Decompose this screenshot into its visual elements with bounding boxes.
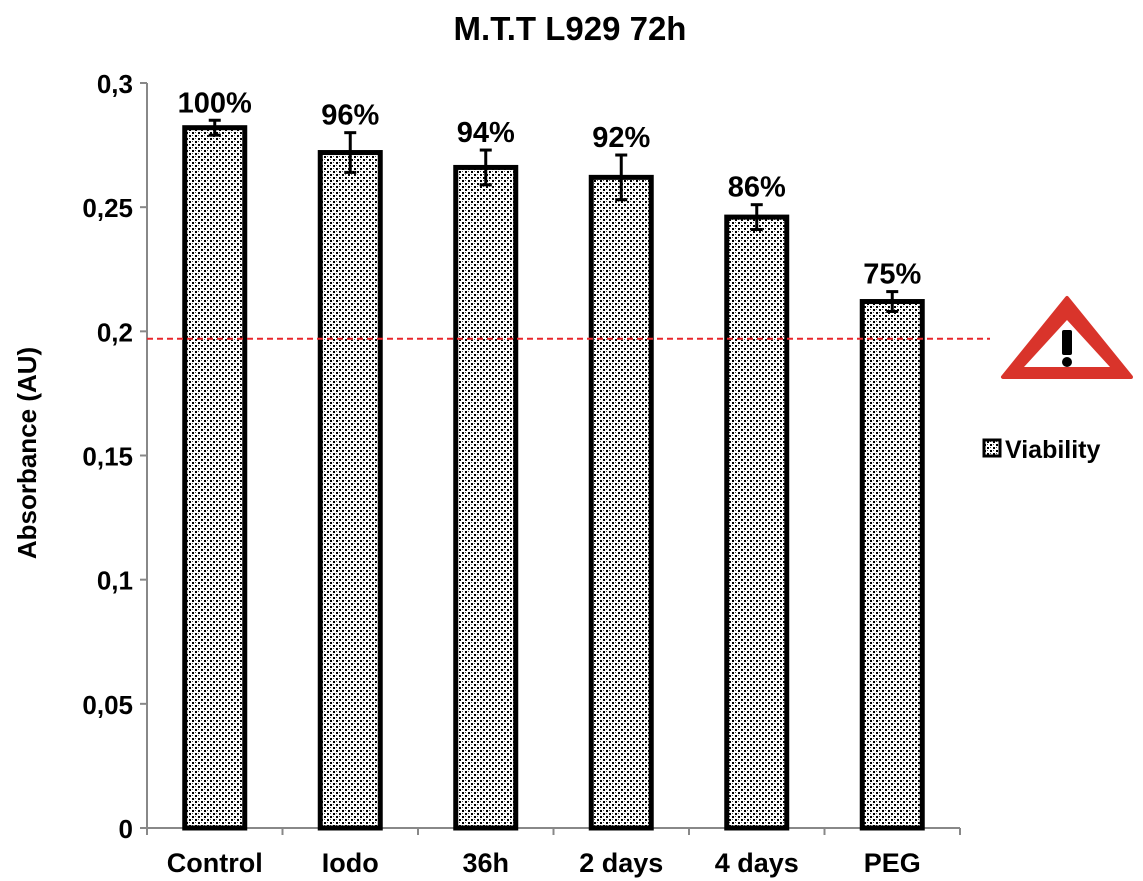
y-axis-label: Absorbance (AU) [12,347,42,559]
x-tick-label: Iodo [322,848,379,878]
y-tick-label: 0 [119,814,133,844]
y-tick-label: 0,15 [82,442,133,472]
x-tick-label: 4 days [715,848,799,878]
legend: Viability [982,436,1101,464]
chart-title: M.T.T L929 72h [454,10,687,47]
bar [182,125,248,831]
y-tick-label: 0,2 [97,317,133,347]
y-tick-label: 0,1 [97,566,133,596]
legend-label: Viability [1005,436,1101,464]
bar [453,164,519,831]
warning-triangle-icon [1001,296,1133,379]
x-tick-label: Control [167,848,263,878]
data-label: 96% [321,100,379,132]
y-tick-label: 0,25 [82,193,133,223]
data-label: 75% [863,259,921,291]
bar [588,174,654,831]
x-tick-label: 36h [462,848,509,878]
x-tick-label: PEG [864,848,921,878]
y-tick-label: 0,3 [97,69,133,99]
y-tick-label: 0,05 [82,690,133,720]
bar [859,299,925,831]
data-label: 92% [592,122,650,154]
data-label: 94% [457,117,515,149]
bar [317,150,383,831]
x-tick-label: 2 days [579,848,663,878]
data-label: 86% [728,172,786,204]
legend-swatch [982,438,1002,458]
data-label: 100% [178,87,252,119]
bar [724,214,790,831]
